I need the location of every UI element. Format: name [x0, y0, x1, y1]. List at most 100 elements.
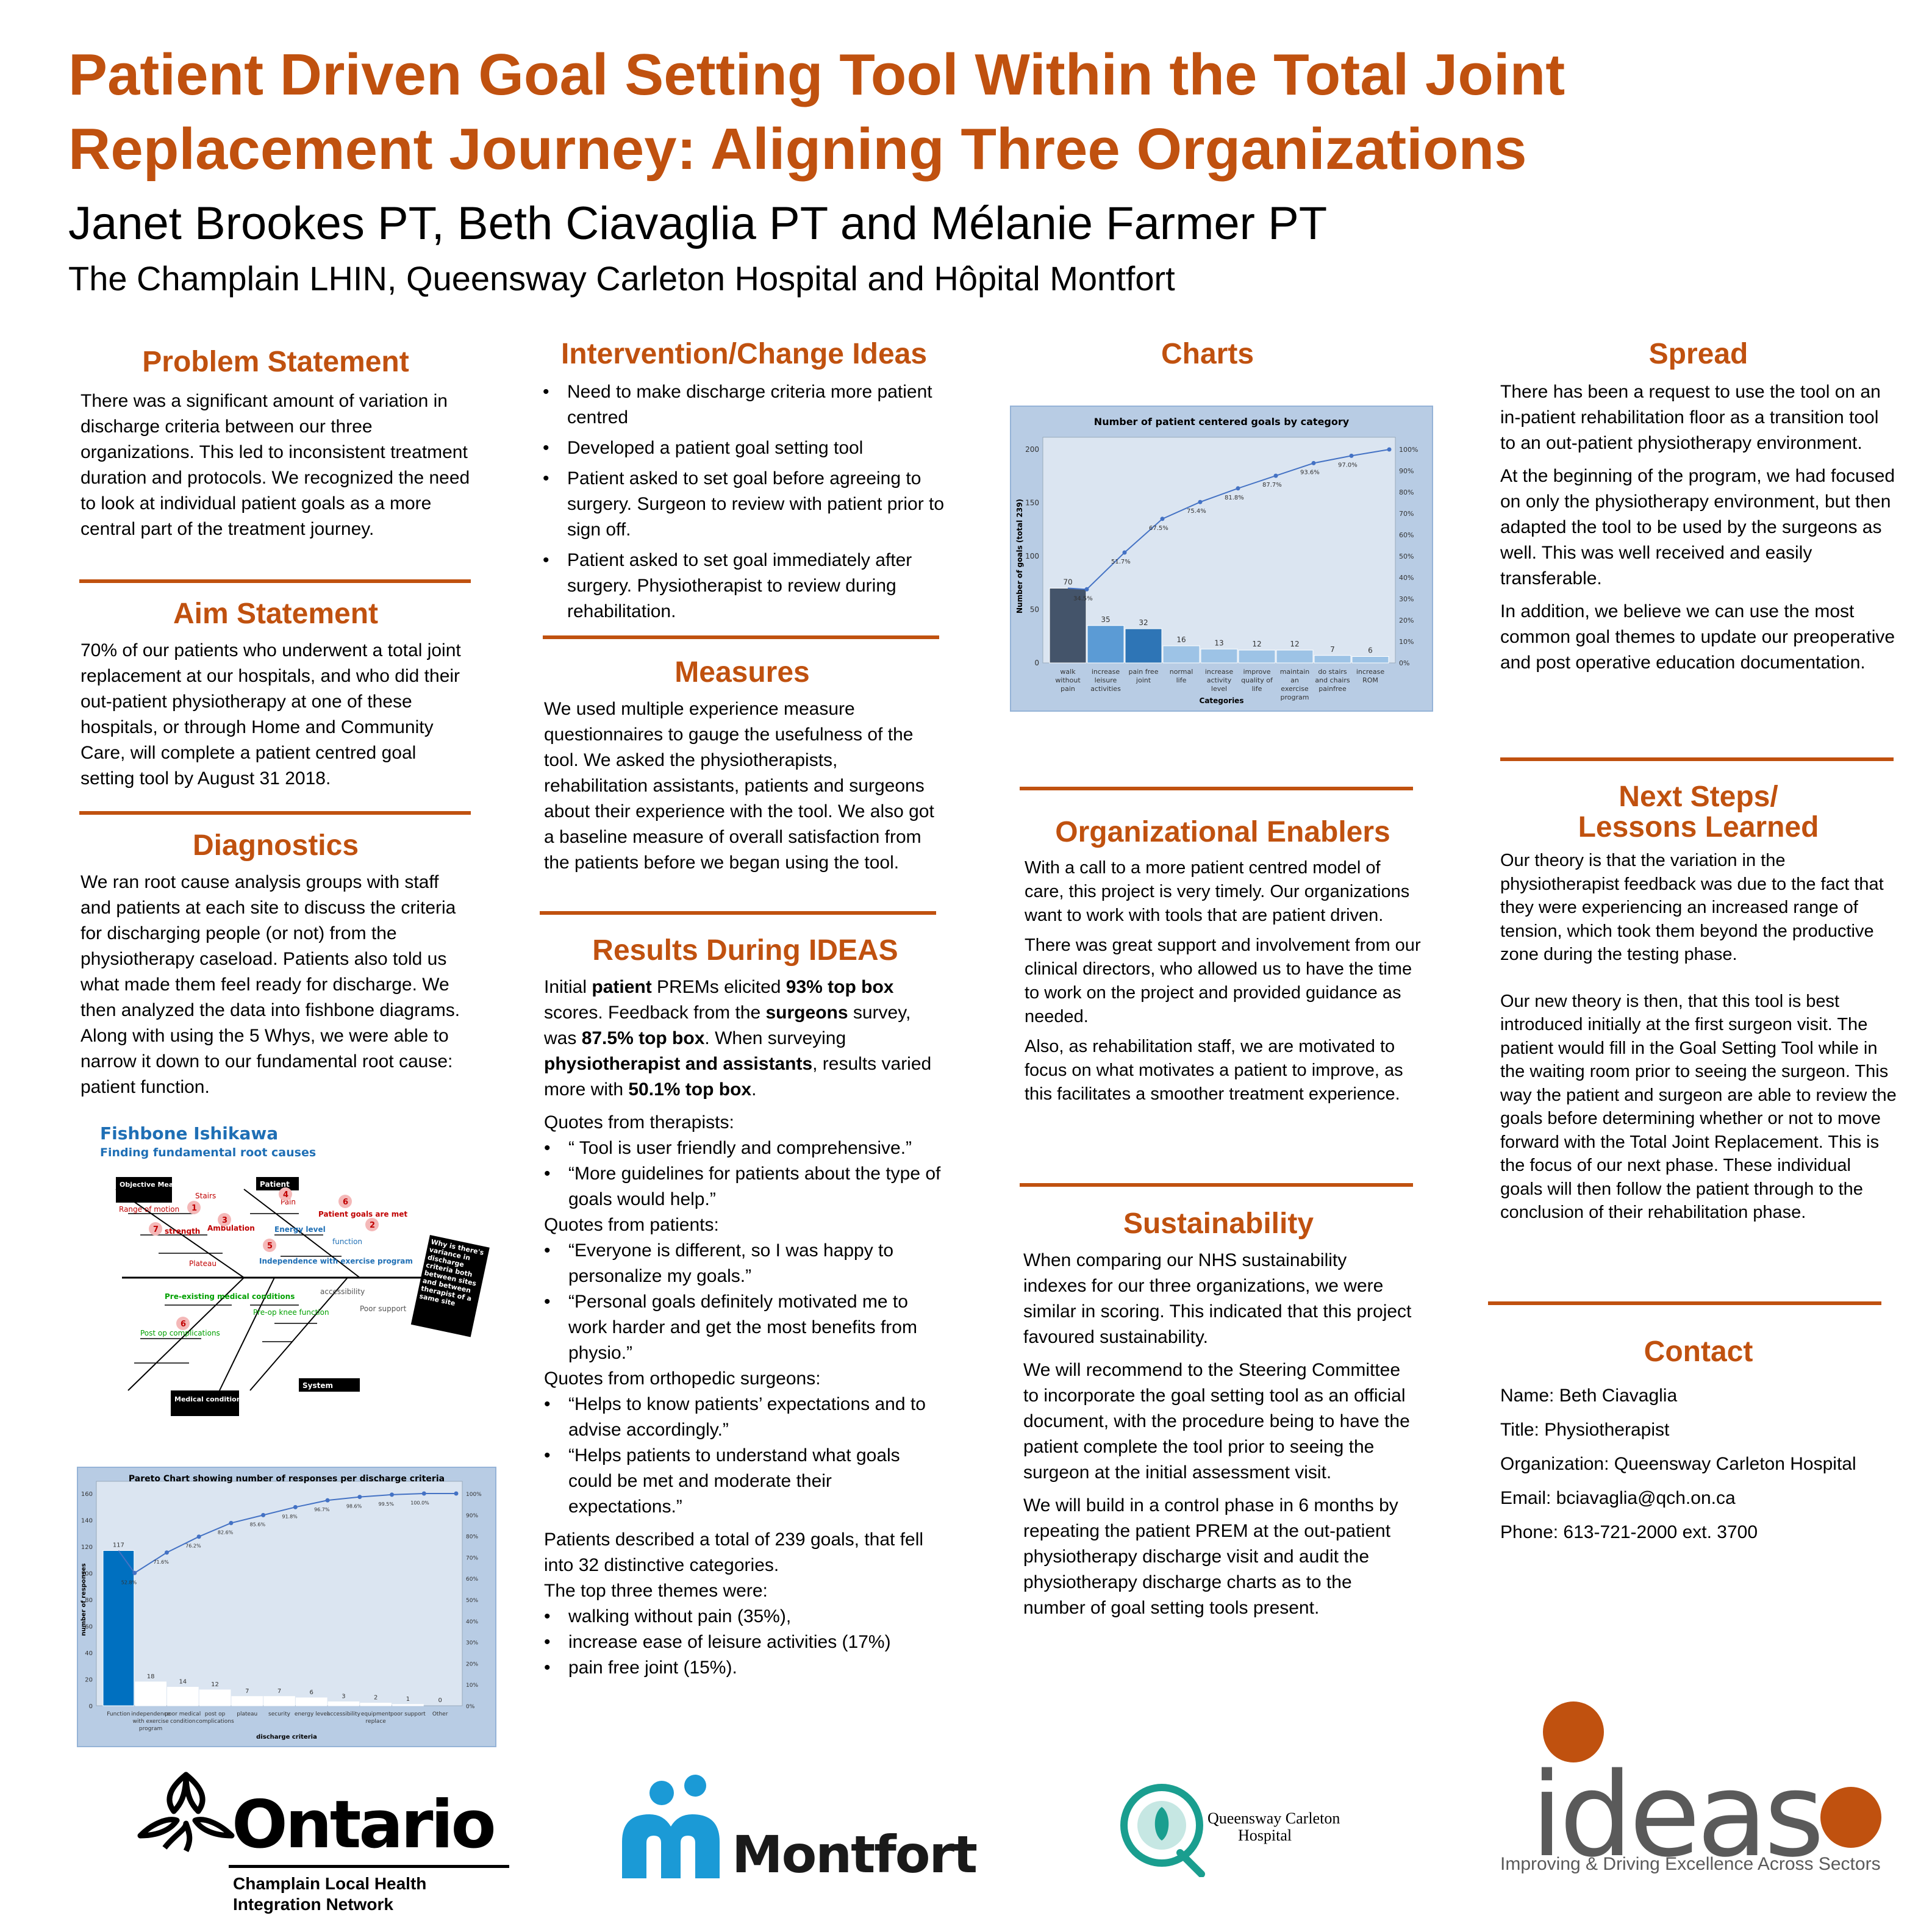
cumulative-label: 51.7%: [1111, 559, 1131, 565]
y-tick-label: 100: [1025, 552, 1039, 560]
cumulative-point: [1349, 453, 1354, 458]
fishbone-svg: Fishbone Ishikawa Finding fundamental ro…: [100, 1123, 490, 1416]
ideas-dot-icon: [1543, 1701, 1604, 1762]
cumulative-label: 85.6%: [250, 1522, 266, 1527]
bar: [1351, 656, 1389, 664]
pareto-chart-goals-svg: Number of patient centered goals by cate…: [1015, 416, 1418, 705]
bar-value-label: 0: [438, 1697, 442, 1704]
contact-email[interactable]: Email: bciavaglia@qch.on.ca: [1500, 1488, 1736, 1508]
category-label: normal life: [1170, 668, 1193, 684]
pct-tick-label: 10%: [466, 1683, 478, 1689]
category-label: post op complications: [196, 1711, 234, 1725]
chart-title: Pareto Chart showing number of responses…: [129, 1474, 445, 1484]
sustainability-p2: We will recommend to the Steering Commit…: [1023, 1360, 1410, 1483]
bar: [392, 1704, 424, 1706]
pct-tick-label: 100%: [1399, 446, 1418, 454]
y-tick-label: 200: [1025, 445, 1039, 454]
pct-tick-label: 20%: [1399, 617, 1414, 624]
list-item: “Helps patients to understand what goals…: [544, 1443, 946, 1520]
category-label: pain free joint: [1129, 668, 1159, 684]
cumulative-label: 98.6%: [346, 1504, 362, 1509]
bar: [1049, 588, 1087, 664]
svg-text:3: 3: [222, 1216, 227, 1225]
qch-q-icon: [1120, 1784, 1205, 1877]
bar: [135, 1681, 166, 1706]
list-item: Need to make discharge criteria more pat…: [543, 379, 945, 431]
therapist-quotes: “ Tool is user friendly and comprehensiv…: [544, 1136, 946, 1212]
bar-value-label: 7: [245, 1688, 249, 1695]
list-item: walking without pain (35%),: [544, 1604, 946, 1630]
category-label: Function: [107, 1711, 130, 1717]
category-label: increase activity level: [1205, 668, 1234, 693]
cumulative-label: 34.5%: [1073, 595, 1093, 602]
ontario-sub-2: Integration Network: [233, 1895, 393, 1914]
cumulative-label: 67.5%: [1149, 525, 1168, 532]
category-label: do stairs and chairs painfree: [1315, 668, 1350, 693]
x-axis-label: Categories: [1200, 696, 1244, 705]
qch-name-1: Queensway Carleton: [1208, 1809, 1340, 1827]
pct-tick-label: 50%: [466, 1598, 478, 1604]
svg-text:5: 5: [267, 1242, 273, 1251]
intervention-list: Need to make discharge criteria more pat…: [543, 379, 945, 624]
enablers-section: Organizational Enablers With a call to a…: [1025, 815, 1421, 1106]
svg-text:Energy level: Energy level: [274, 1225, 326, 1234]
bar-value-label: 3: [342, 1693, 345, 1700]
bar-value-label: 2: [374, 1695, 377, 1701]
divider: [1020, 1183, 1413, 1187]
list-item: Developed a patient goal setting tool: [543, 435, 945, 461]
bar: [1087, 625, 1125, 664]
fishbone-subtitle: Finding fundamental root causes: [100, 1146, 316, 1159]
pct-tick-label: 50%: [1399, 553, 1414, 560]
list-item: “Helps to know patients’ expectations an…: [544, 1392, 946, 1443]
cumulative-point: [196, 1534, 201, 1539]
results-summary: Initial patient PREMs elicited 93% top b…: [544, 977, 932, 1100]
bar: [1238, 649, 1276, 664]
pct-tick-label: 90%: [466, 1513, 478, 1519]
fishbone-diagram: Fishbone Ishikawa Finding fundamental ro…: [91, 1122, 506, 1427]
pareto-chart-discharge: Pareto Chart showing number of responses…: [77, 1467, 496, 1747]
svg-text:Plateau: Plateau: [189, 1259, 216, 1268]
cumulative-label: 91.8%: [282, 1514, 298, 1519]
themes-label: The top three themes were:: [544, 1581, 768, 1601]
divider: [543, 635, 939, 639]
svg-text:Ambulation: Ambulation: [207, 1224, 255, 1233]
montfort-logo: Montfort: [616, 1775, 978, 1897]
results-heading: Results During IDEAS: [592, 934, 898, 967]
cumulative-label: 87.7%: [1262, 482, 1282, 488]
bar: [295, 1697, 327, 1706]
list-item: Patient asked to set goal before agreein…: [543, 466, 945, 543]
aim-heading: Aim Statement: [173, 598, 379, 630]
chart-title: Number of patient centered goals by cate…: [1094, 416, 1350, 428]
svg-text:accessibility: accessibility: [320, 1287, 365, 1296]
spread-p2: At the beginning of the program, we had …: [1500, 466, 1895, 589]
pareto-chart-goals: Number of patient centered goals by cate…: [1010, 406, 1433, 712]
enablers-p2: There was great support and involvement …: [1025, 936, 1421, 1026]
category-label: increase leisure activities: [1090, 668, 1121, 693]
measures-heading: Measures: [674, 656, 810, 689]
cumulative-label: 97.0%: [1338, 462, 1358, 468]
fishbone-box-objective: Objective Measures: [120, 1181, 195, 1189]
trillium-icon: [137, 1772, 235, 1853]
bar-value-label: 12: [1290, 640, 1299, 648]
aim-section: Aim Statement 70% of our patients who un…: [80, 596, 471, 792]
spread-heading: Spread: [1648, 338, 1748, 370]
plot-area: [96, 1481, 463, 1706]
cumulative-point: [1273, 473, 1278, 478]
ontario-sub-1: Champlain Local Health: [233, 1874, 427, 1893]
svg-text:strength: strength: [165, 1227, 200, 1236]
bar: [1125, 628, 1162, 664]
pct-tick-label: 60%: [1399, 531, 1414, 539]
category-label: maintain an exercise program: [1280, 668, 1310, 701]
svg-text:Stairs: Stairs: [195, 1192, 216, 1200]
enablers-p1: With a call to a more patient centred mo…: [1025, 858, 1410, 925]
cumulative-point: [132, 1570, 137, 1575]
y-tick-label: 80: [85, 1597, 93, 1604]
pareto-chart-discharge-svg: Pareto Chart showing number of responses…: [80, 1474, 482, 1741]
pct-tick-label: 90%: [1399, 467, 1414, 475]
y-tick-label: 50: [1030, 606, 1039, 614]
contact-phone: Phone: 613-721-2000 ext. 3700: [1500, 1522, 1758, 1542]
fishbone-box-medical: Medical conditions: [174, 1395, 246, 1403]
organizations: The Champlain LHIN, Queensway Carleton H…: [68, 259, 1175, 298]
pct-tick-label: 80%: [1399, 488, 1414, 496]
divider: [79, 579, 471, 583]
